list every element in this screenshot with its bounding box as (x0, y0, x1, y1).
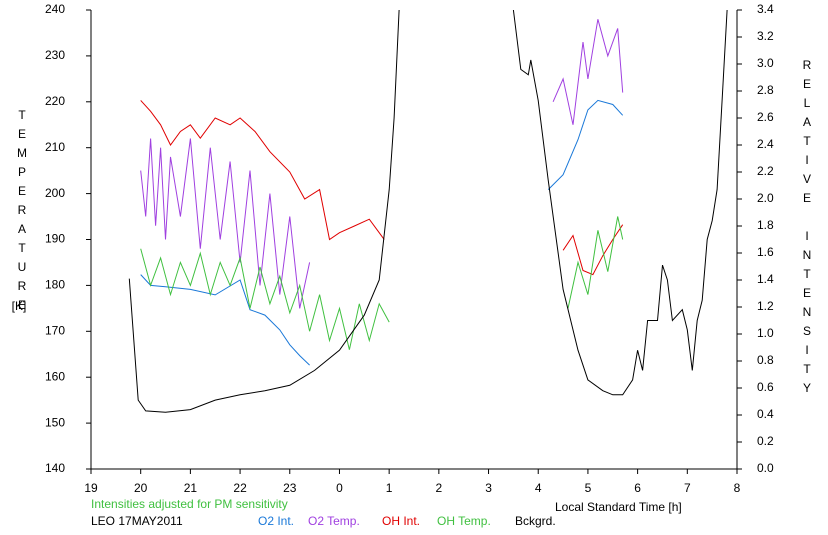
x-tick-label: 23 (283, 481, 297, 495)
y2-tick-label: 3.2 (757, 29, 774, 43)
y2-tick-label: 1.4 (757, 272, 774, 286)
y-tick-label: 140 (45, 461, 65, 475)
series-line (140, 99, 624, 366)
y2-tick-label: 3.0 (757, 56, 774, 70)
y-tick-label: 230 (45, 48, 65, 62)
y2-tick-label: 1.0 (757, 326, 774, 340)
y2-tick-label: 1.6 (757, 245, 774, 259)
legend-entry: O2 Int. (258, 514, 294, 528)
x-tick-label: 0 (336, 481, 343, 495)
y-tick-label: 210 (45, 140, 65, 154)
x-tick-label: 19 (84, 481, 98, 495)
y2-tick-label: 2.2 (757, 164, 774, 178)
y-tick-label: 170 (45, 323, 65, 337)
x-tick-label: 1 (386, 481, 393, 495)
y-tick-label: 190 (45, 232, 65, 246)
y-axis-unit: [K] (12, 299, 27, 313)
y2-tick-label: 3.4 (757, 2, 774, 16)
x-tick-label: 3 (485, 481, 492, 495)
series-line (128, 10, 728, 413)
plot-area (128, 10, 728, 413)
y-tick-label: 160 (45, 369, 65, 383)
y2-tick-label: 0.8 (757, 353, 774, 367)
legend-entry: O2 Temp. (308, 514, 360, 528)
note: Intensities adjusted for PM sensitivity (91, 497, 288, 511)
y2-tick-label: 0.2 (757, 434, 774, 448)
y-tick-label: 180 (45, 278, 65, 292)
y2-tick-label: 2.4 (757, 137, 774, 151)
y-tick-label: 200 (45, 186, 65, 200)
y2-tick-label: 0.6 (757, 380, 774, 394)
x-tick-label: 22 (233, 481, 247, 495)
y2-tick-label: 1.8 (757, 218, 774, 232)
x-tick-label: 20 (134, 481, 148, 495)
y2-tick-label: 2.0 (757, 191, 774, 205)
x-tick-label: 2 (436, 481, 443, 495)
x-tick-label: 6 (634, 481, 641, 495)
legend-entry: OH Int. (382, 514, 420, 528)
series-line (140, 100, 624, 276)
station: LEO 17MAY2011 (91, 514, 183, 528)
legend-entry: OH Temp. (437, 514, 491, 528)
x-axis-label: Local Standard Time [h] (555, 500, 682, 514)
y2-tick-label: 2.6 (757, 110, 774, 124)
y2-tick-label: 2.8 (757, 83, 774, 97)
y2-tick-label: 0.4 (757, 407, 774, 421)
x-tick-label: 7 (684, 481, 691, 495)
x-tick-label: 21 (184, 481, 198, 495)
series-line (140, 19, 624, 309)
x-tick-label: 4 (535, 481, 542, 495)
y2-tick-label: 1.2 (757, 299, 774, 313)
y-tick-label: 150 (45, 415, 65, 429)
x-tick-label: 8 (734, 481, 741, 495)
y-tick-label: 220 (45, 94, 65, 108)
y-tick-label: 240 (45, 2, 65, 16)
y2-tick-label: 0.0 (757, 461, 774, 475)
x-tick-label: 5 (585, 481, 592, 495)
series-line (140, 216, 624, 350)
legend-entry: Bckgrd. (515, 514, 556, 528)
